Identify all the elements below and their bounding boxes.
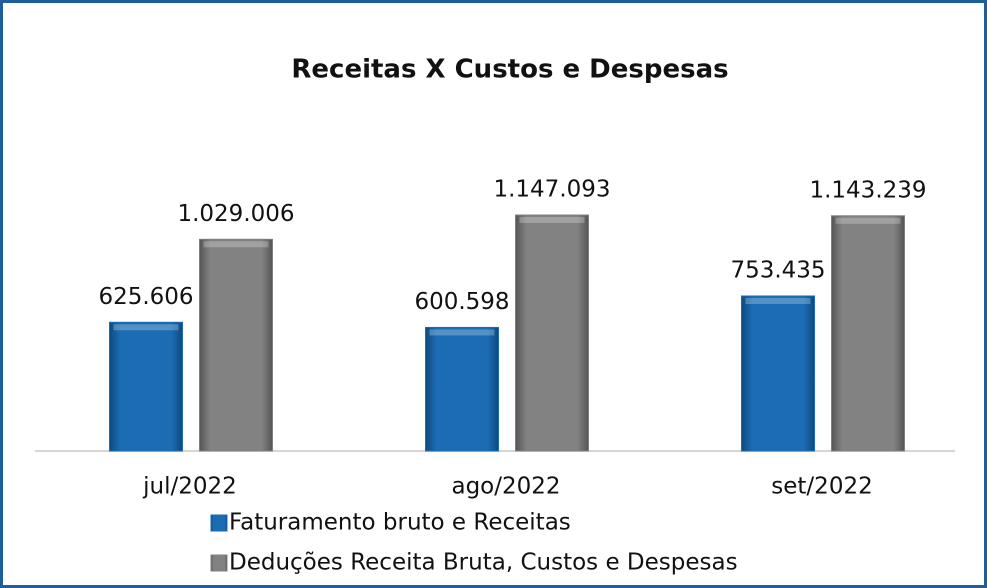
legend-label: Faturamento bruto e Receitas [229,510,571,536]
bar [425,326,499,452]
bar [741,295,815,452]
x-tick-label: jul/2022 [142,474,237,500]
legend-marker [210,554,228,572]
value-label: 600.598 [414,289,509,315]
value-label: 1.147.093 [493,177,610,203]
bar-highlight [519,217,585,223]
legend-label: Deduções Receita Bruta, Custos e Despesa… [229,550,738,576]
value-label: 625.606 [98,284,193,310]
bar [199,238,273,452]
bar [831,215,905,452]
x-tick-label: ago/2022 [451,474,560,500]
bar-highlight [429,329,495,336]
chart-title: Receitas X Custos e Despesas [291,55,728,85]
value-label: 1.143.239 [809,177,926,203]
bar-highlight [203,241,269,248]
value-label: 1.029.006 [177,201,294,227]
bar [515,214,589,452]
bar-highlight [745,297,811,304]
bar-highlight [113,324,179,331]
bar-highlight [835,217,901,224]
x-tick-label: set/2022 [771,474,872,500]
bar [109,321,183,452]
value-label: 753.435 [730,257,825,283]
legend-marker [210,514,228,532]
